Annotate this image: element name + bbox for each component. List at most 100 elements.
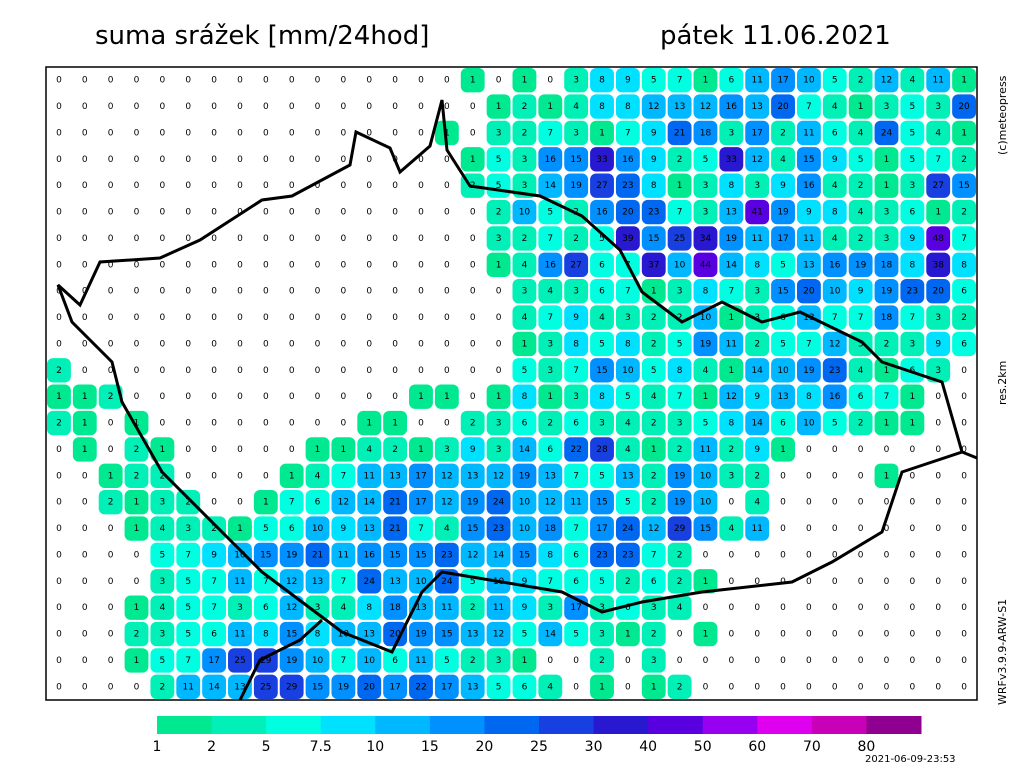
cell-value: 10 (829, 287, 841, 297)
precip-cell (590, 94, 614, 119)
precip-cell (822, 358, 847, 383)
precip-cell (926, 331, 951, 357)
cell-value: 3 (703, 208, 709, 218)
cell-value: 11 (415, 656, 426, 666)
precip-cell (176, 674, 201, 699)
precip-cell (150, 569, 175, 594)
cell-value: 0 (185, 445, 191, 455)
cell-value: 1 (599, 682, 605, 692)
cell-value: 3 (754, 181, 760, 191)
precip-cell (564, 463, 589, 488)
precip-cell (512, 621, 537, 647)
precip-cell (331, 595, 356, 620)
precip-cell (486, 516, 511, 541)
cell-value: 3 (496, 445, 502, 455)
cell-value: 0 (263, 208, 269, 218)
precip-cell (564, 252, 589, 277)
precip-cell (771, 331, 795, 357)
precip-cell (590, 437, 614, 462)
cell-value: 19 (803, 366, 815, 376)
cell-value: 3 (935, 366, 941, 376)
cell-value: 0 (961, 524, 967, 534)
precip-cell (771, 384, 795, 409)
cell-value: 4 (625, 419, 631, 429)
precip-cell (926, 94, 951, 119)
cell-value: 0 (496, 76, 502, 86)
cell-value: 0 (392, 260, 398, 270)
precip-cell (796, 147, 821, 172)
cell-value: 0 (82, 102, 88, 112)
cell-value: 5 (832, 419, 838, 429)
cell-value: 0 (444, 313, 450, 323)
cell-value: 8 (728, 419, 734, 429)
precip-cell (486, 384, 511, 409)
precip-cell (719, 173, 744, 198)
precip-cell (693, 358, 718, 383)
precip-cell (641, 621, 666, 647)
cell-value: 1 (935, 208, 941, 218)
cell-value: 0 (211, 260, 217, 270)
precip-cell (590, 542, 614, 568)
cell-value: 0 (160, 419, 166, 429)
cell-value: 5 (599, 577, 605, 587)
cell-value: 1 (315, 445, 321, 455)
cell-value: 18 (389, 603, 401, 613)
cell-value: 5 (496, 682, 502, 692)
cell-value: 3 (573, 128, 579, 138)
cell-value: 3 (160, 498, 166, 508)
cell-value: 1 (108, 471, 114, 481)
precip-cell (667, 68, 692, 93)
cell-value: 0 (832, 577, 838, 587)
precip-cell (590, 226, 614, 251)
cell-value: 1 (82, 419, 88, 429)
cell-value: 0 (263, 287, 269, 297)
precip-cell (745, 331, 770, 357)
precip-cell (434, 384, 459, 409)
precip-cell (667, 569, 692, 594)
precip-cell (615, 279, 640, 304)
precip-cell (667, 305, 692, 330)
cell-value: 0 (392, 181, 398, 191)
cell-value: 1 (703, 392, 709, 402)
cell-value: 6 (728, 76, 734, 86)
precip-cell (693, 173, 718, 198)
cell-value: 1 (703, 577, 709, 587)
precip-cell (434, 542, 459, 568)
precip-cell (228, 542, 252, 568)
cell-value: 3 (185, 524, 191, 534)
cell-value: 0 (366, 128, 372, 138)
precip-cell (564, 226, 589, 251)
cell-value: 8 (599, 76, 605, 86)
precip-cell (279, 516, 304, 541)
precip-cell (564, 173, 589, 198)
legend-label: 30 (585, 739, 603, 755)
cell-value: 0 (263, 419, 269, 429)
cell-value: 0 (56, 603, 62, 613)
cell-value: 0 (82, 366, 88, 376)
cell-value: 0 (289, 102, 295, 112)
cell-value: 5 (703, 419, 709, 429)
cell-value: 14 (726, 260, 738, 270)
precip-cell (253, 490, 278, 515)
legend-swatch (593, 716, 649, 734)
precip-cell (822, 199, 847, 225)
precip-cell (357, 490, 382, 515)
cell-value: 0 (418, 366, 424, 376)
cell-value: 0 (160, 208, 166, 218)
cell-value: 0 (418, 287, 424, 297)
precip-cell (822, 252, 847, 277)
precip-cell (305, 542, 330, 568)
precip-cell (564, 490, 589, 515)
cell-value: 0 (263, 155, 269, 165)
cell-value: 0 (780, 471, 786, 481)
cell-value: 13 (415, 603, 426, 613)
cell-value: 1 (522, 656, 528, 666)
cell-value: 0 (909, 630, 915, 640)
precip-cell (719, 410, 744, 436)
precip-cell (615, 463, 640, 488)
cell-value: 1 (858, 102, 864, 112)
cell-value: 0 (289, 208, 295, 218)
precip-cell (641, 384, 666, 409)
cell-value: 3 (496, 128, 502, 138)
precip-cell (538, 226, 563, 251)
